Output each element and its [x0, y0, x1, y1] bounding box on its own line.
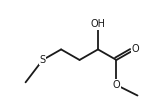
- Text: O: O: [113, 80, 120, 90]
- Text: S: S: [40, 55, 46, 65]
- Text: O: O: [131, 44, 139, 54]
- Text: OH: OH: [91, 19, 106, 29]
